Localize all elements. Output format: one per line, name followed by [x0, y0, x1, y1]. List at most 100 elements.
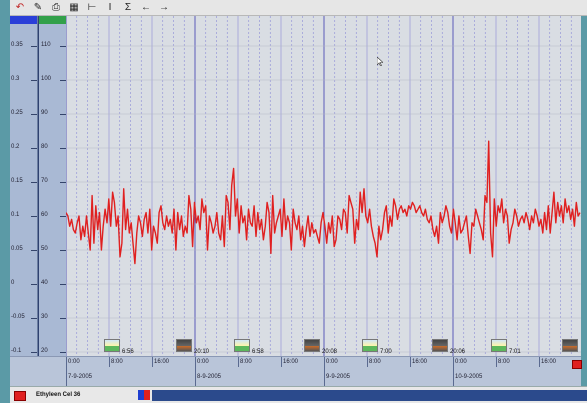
sunrise-time: 6:58 — [252, 349, 264, 355]
right-y-axis: 110 100 90 80 70 60 50 40 30 20 — [38, 16, 66, 356]
sunset-time: 20:10 — [194, 349, 210, 355]
time-axis-tick — [453, 357, 454, 386]
grid-icon[interactable]: ▦ — [69, 1, 79, 13]
chart-plot-area[interactable]: 6:56 20:10 6:58 20:08 7:00 20:06 7:01 — [66, 16, 581, 356]
time-axis-tick — [281, 357, 282, 367]
sunset-icon — [562, 339, 578, 352]
time-axis-tick — [410, 357, 411, 367]
left-axis-tick-mark — [31, 114, 37, 115]
sunset-icon — [432, 339, 448, 352]
left-axis-tick-label: 0.05 — [11, 246, 23, 252]
left-axis-tick-label: 0.2 — [11, 144, 20, 150]
left-axis-tick-mark — [31, 318, 37, 319]
time-axis-label: 16:00 — [412, 359, 428, 365]
time-axis-label: 0:00 — [455, 359, 467, 365]
right-axis-tick-label: 90 — [41, 110, 48, 116]
left-axis-tick-mark — [31, 250, 37, 251]
right-axis-tick-label: 40 — [41, 280, 48, 286]
pencil-icon[interactable]: ✎ — [33, 1, 43, 13]
time-axis-label: 0:00 — [326, 359, 338, 365]
legend-flag-blue — [138, 390, 144, 400]
right-axis-tick-label: 30 — [41, 314, 48, 320]
sunrise-time: 6:56 — [122, 349, 134, 355]
right-axis-tick-mark — [60, 114, 66, 115]
right-axis-tick-label: 50 — [41, 246, 48, 252]
left-axis-tick-mark — [31, 148, 37, 149]
right-axis-tick-mark — [60, 216, 66, 217]
sunrise-icon — [491, 339, 507, 352]
measure-icon[interactable]: ⊢ — [87, 1, 97, 13]
right-axis-tick-label: 20 — [41, 348, 48, 354]
toolbar: ↶ ✎ ⎙ ▦ ⊢ I Σ ← → — [10, 0, 587, 16]
right-axis-tick-mark — [60, 250, 66, 251]
time-axis-label: 8:00 — [369, 359, 381, 365]
sunrise-icon — [104, 339, 120, 352]
right-axis-tick-label: 100 — [41, 76, 52, 82]
undo-icon[interactable]: ↶ — [15, 1, 25, 13]
right-axis-tick-label: 70 — [41, 178, 48, 184]
left-axis-tick-label: 0.25 — [11, 110, 23, 116]
left-axis-tick-label: -0.1 — [11, 348, 22, 354]
sunrise-icon — [234, 339, 250, 352]
left-axis-tick-label: 0 — [11, 280, 15, 286]
series-color-swatch[interactable] — [14, 391, 26, 401]
series-line-0 — [66, 140, 581, 265]
vertical-cursor-icon[interactable]: I — [108, 1, 112, 13]
time-axis-tick — [539, 357, 540, 367]
left-axis-tick-mark — [31, 284, 37, 285]
sunset-time: 20:08 — [322, 349, 338, 355]
left-axis-tick-mark — [31, 216, 37, 217]
sunrise-time: 7:00 — [380, 349, 392, 355]
chart-svg — [66, 16, 581, 356]
time-axis-tick — [367, 357, 368, 367]
right-axis-tick-mark — [60, 182, 66, 183]
right-axis-tick-label: 80 — [41, 144, 48, 150]
time-axis-tick — [324, 357, 325, 386]
date-axis-label: 7-9-2005 — [68, 374, 93, 380]
right-axis-tick-mark — [60, 46, 66, 47]
right-axis-tick-mark — [60, 148, 66, 149]
legend-series-label[interactable]: Ethyleen Cel 36 — [36, 392, 81, 398]
time-axis-tick — [496, 357, 497, 367]
print-icon[interactable]: ⎙ — [52, 1, 60, 13]
left-y-axis: 0.35 0.3 0.25 0.2 0.15 0.1 0.05 0 -0.05 -0.1 — [10, 16, 38, 356]
left-axis-tick-mark — [31, 352, 37, 353]
right-axis-tick-mark — [60, 318, 66, 319]
sunrise-icon — [362, 339, 378, 352]
legend-bar: Ethyleen Cel 36 — [10, 386, 587, 403]
sunset-time: 20:06 — [450, 349, 466, 355]
left-axis-tick-mark — [31, 80, 37, 81]
right-axis-header — [39, 16, 66, 24]
sunset-icon — [176, 339, 192, 352]
time-axis-label: 16:00 — [541, 359, 557, 365]
date-axis-label: 9-9-2005 — [326, 374, 351, 380]
right-axis-tick-mark — [60, 80, 66, 81]
sunset-icon — [304, 339, 320, 352]
time-axis-tick — [152, 357, 153, 367]
time-axis-label: 8:00 — [111, 359, 123, 365]
timeline-end-marker[interactable] — [572, 360, 582, 369]
right-axis-tick-label: 60 — [41, 212, 48, 218]
arrow-left-icon[interactable]: ← — [141, 1, 151, 13]
right-axis-tick-label: 110 — [41, 42, 51, 48]
timeline-gutter — [10, 356, 66, 386]
left-axis-tick-mark — [31, 182, 37, 183]
time-axis-tick — [109, 357, 110, 367]
arrow-right-icon[interactable]: → — [159, 1, 169, 13]
time-axis-label: 0:00 — [197, 359, 209, 365]
date-axis-label: 10-9-2005 — [455, 374, 483, 380]
left-axis-tick-label: 0.35 — [11, 42, 23, 48]
time-axis-label: 8:00 — [240, 359, 252, 365]
left-axis-tick-label: 0.15 — [11, 178, 23, 184]
sigma-icon[interactable]: Σ — [124, 1, 132, 13]
sunrise-time: 7:01 — [509, 349, 521, 355]
time-axis-label: 0:00 — [68, 359, 80, 365]
right-axis-tick-mark — [60, 284, 66, 285]
time-axis-label: 16:00 — [154, 359, 170, 365]
time-axis-label: 16:00 — [283, 359, 299, 365]
legend-scrollbar[interactable] — [152, 390, 587, 401]
time-axis[interactable]: 0:00 7-9-2005 8:00 16:00 0:00 8-9-2005 8:00 16:… — [66, 356, 581, 386]
legend-flag-red — [144, 390, 150, 400]
time-axis-tick — [66, 357, 67, 386]
